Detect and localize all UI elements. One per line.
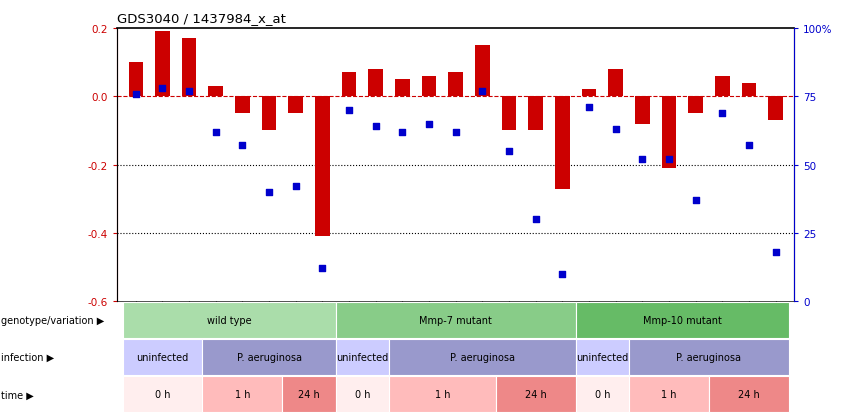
Point: [262, 189, 276, 196]
Bar: [715, 77, 730, 97]
Bar: [635, 97, 649, 124]
Text: P. aeruginosa: P. aeruginosa: [450, 352, 515, 362]
Bar: [202, 377, 282, 412]
Bar: [575, 377, 629, 412]
Bar: [629, 339, 789, 375]
Text: 24 h: 24 h: [525, 389, 547, 399]
Text: 0 h: 0 h: [595, 389, 610, 399]
Text: Mmp-10 mutant: Mmp-10 mutant: [643, 315, 721, 325]
Bar: [555, 97, 569, 189]
Bar: [449, 73, 463, 97]
Point: [396, 129, 410, 136]
Point: [289, 184, 303, 190]
Bar: [608, 70, 623, 97]
Bar: [661, 97, 676, 169]
Text: wild type: wild type: [207, 315, 252, 325]
Text: 0 h: 0 h: [355, 389, 370, 399]
Bar: [496, 377, 575, 412]
Bar: [529, 97, 543, 131]
Point: [608, 126, 622, 133]
Text: uninfected: uninfected: [576, 352, 628, 362]
Point: [422, 121, 436, 128]
Point: [128, 91, 142, 97]
Bar: [422, 77, 437, 97]
Text: 24 h: 24 h: [738, 389, 760, 399]
Bar: [202, 339, 336, 375]
Bar: [122, 339, 202, 375]
Point: [502, 148, 516, 155]
Bar: [336, 339, 389, 375]
Text: GDS3040 / 1437984_x_at: GDS3040 / 1437984_x_at: [117, 12, 286, 25]
Point: [476, 88, 490, 95]
Bar: [389, 377, 496, 412]
Point: [529, 216, 542, 223]
Text: genotype/variation ▶: genotype/variation ▶: [1, 315, 104, 325]
Bar: [181, 39, 196, 97]
Point: [315, 266, 329, 272]
Text: 1 h: 1 h: [661, 389, 677, 399]
Bar: [575, 339, 629, 375]
Text: P. aeruginosa: P. aeruginosa: [676, 352, 741, 362]
Text: infection ▶: infection ▶: [1, 352, 54, 362]
Bar: [768, 97, 783, 121]
Point: [769, 249, 783, 256]
Bar: [582, 90, 596, 97]
Point: [235, 143, 249, 150]
Point: [715, 110, 729, 117]
Bar: [342, 73, 357, 97]
Text: 24 h: 24 h: [299, 389, 320, 399]
Bar: [122, 377, 202, 412]
Bar: [336, 302, 575, 338]
Point: [635, 157, 649, 163]
Point: [369, 124, 383, 131]
Point: [155, 85, 169, 92]
Text: uninfected: uninfected: [336, 352, 389, 362]
Bar: [475, 46, 490, 97]
Bar: [389, 339, 575, 375]
Bar: [262, 97, 276, 131]
Bar: [395, 80, 410, 97]
Bar: [688, 97, 703, 114]
Bar: [502, 97, 516, 131]
Point: [342, 107, 356, 114]
Bar: [288, 97, 303, 114]
Point: [662, 157, 676, 163]
Bar: [575, 302, 789, 338]
Point: [449, 129, 463, 136]
Bar: [122, 302, 336, 338]
Bar: [368, 70, 383, 97]
Point: [182, 88, 196, 95]
Point: [556, 271, 569, 278]
Bar: [235, 97, 250, 114]
Bar: [741, 83, 756, 97]
Point: [582, 104, 596, 111]
Text: uninfected: uninfected: [136, 352, 188, 362]
Bar: [128, 63, 143, 97]
Text: 0 h: 0 h: [155, 389, 170, 399]
Point: [742, 143, 756, 150]
Bar: [315, 97, 330, 237]
Point: [688, 197, 702, 204]
Point: [209, 129, 223, 136]
Bar: [208, 87, 223, 97]
Text: time ▶: time ▶: [1, 389, 34, 399]
Bar: [155, 32, 170, 97]
Text: 1 h: 1 h: [234, 389, 250, 399]
Text: 1 h: 1 h: [435, 389, 450, 399]
Bar: [336, 377, 389, 412]
Text: Mmp-7 mutant: Mmp-7 mutant: [419, 315, 492, 325]
Text: P. aeruginosa: P. aeruginosa: [237, 352, 301, 362]
Bar: [629, 377, 709, 412]
Bar: [282, 377, 336, 412]
Bar: [709, 377, 789, 412]
